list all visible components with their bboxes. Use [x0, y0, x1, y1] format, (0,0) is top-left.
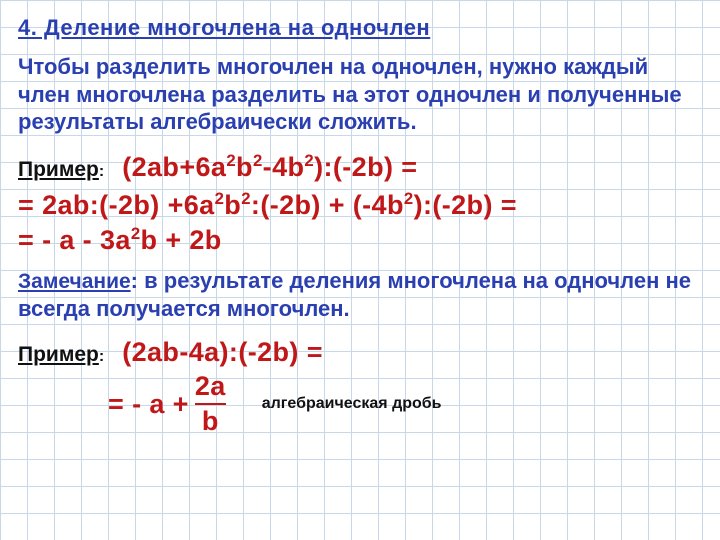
example2-expr1: (2ab-4a):(-2b) = — [122, 335, 323, 370]
fraction-numerator: 2a — [195, 373, 226, 402]
fraction-bar — [195, 403, 226, 405]
fraction-annotation: алгебраическая дробь — [262, 395, 442, 413]
fraction-denominator: b — [202, 406, 219, 435]
example-label: Пример: — [18, 158, 104, 182]
note-label: Замечание — [18, 270, 131, 293]
example2-row1: Пример: (2ab-4a):(-2b) = — [18, 335, 702, 370]
section-title: 4. Деление многочлена на одночлен — [18, 15, 702, 41]
example1-expr3: = - a - 3a2b + 2b — [18, 223, 702, 258]
example2-expr2: = - a + 2a b — [108, 373, 232, 435]
example-label-2: Пример: — [18, 343, 104, 367]
note-block: Замечание: в результате деления многочле… — [18, 267, 702, 323]
fraction: 2a b — [195, 373, 226, 435]
example2-row2: = - a + 2a b алгебраическая дробь — [108, 373, 702, 435]
example1-row1: Пример: (2ab+6a2b2-4b2):(-2b) = — [18, 150, 702, 185]
example1-expr1: (2ab+6a2b2-4b2):(-2b) = — [122, 150, 417, 185]
example1-expr2: = 2ab:(-2b) +6a2b2:(-2b) + (-4b2):(-2b) … — [18, 188, 702, 223]
rule-text: Чтобы разделить многочлен на одночлен, н… — [18, 53, 702, 136]
